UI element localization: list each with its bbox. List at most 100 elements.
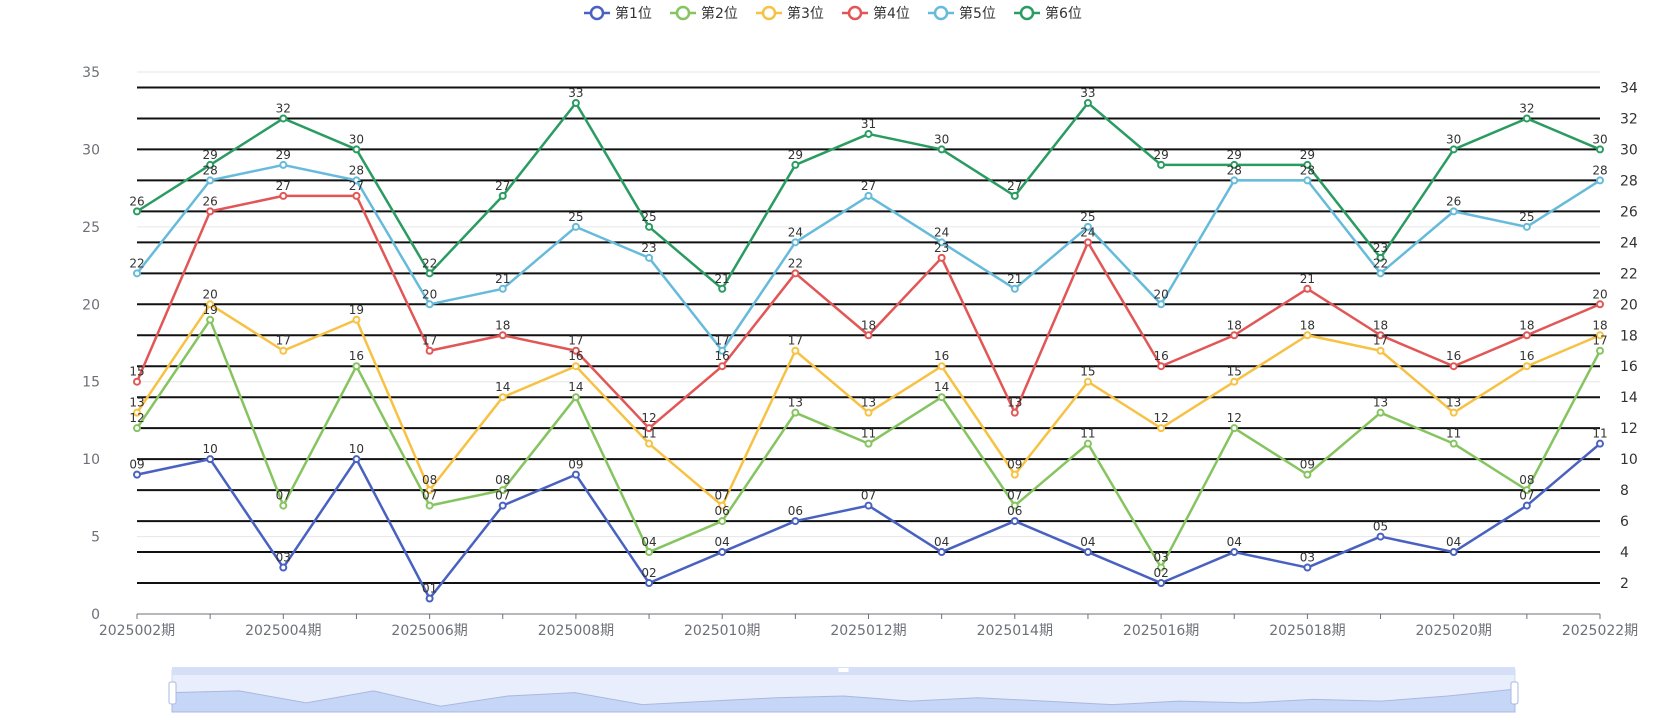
data-point[interactable] bbox=[1596, 300, 1604, 309]
data-point[interactable] bbox=[352, 191, 361, 200]
data-point[interactable] bbox=[1303, 470, 1312, 479]
data-point[interactable] bbox=[571, 346, 580, 355]
data-point[interactable] bbox=[279, 191, 288, 200]
data-point[interactable] bbox=[864, 408, 873, 417]
legend-item[interactable]: 第2位 bbox=[670, 5, 738, 22]
data-point[interactable] bbox=[571, 98, 580, 107]
data-point[interactable] bbox=[133, 377, 141, 386]
data-point[interactable] bbox=[1449, 362, 1458, 371]
data-point[interactable] bbox=[1303, 160, 1312, 169]
data-point[interactable] bbox=[864, 129, 873, 138]
data-point[interactable] bbox=[206, 300, 215, 309]
data-point[interactable] bbox=[1303, 176, 1312, 185]
data-point[interactable] bbox=[1522, 114, 1531, 123]
data-point[interactable] bbox=[937, 253, 946, 262]
data-point[interactable] bbox=[279, 501, 288, 510]
data-point[interactable] bbox=[425, 486, 434, 495]
data-point[interactable] bbox=[279, 160, 288, 169]
legend-item[interactable]: 第3位 bbox=[756, 5, 824, 22]
data-point[interactable] bbox=[1522, 331, 1531, 340]
data-point[interactable] bbox=[1083, 548, 1092, 557]
data-point[interactable] bbox=[133, 269, 141, 278]
data-point[interactable] bbox=[1230, 548, 1239, 557]
data-point[interactable] bbox=[498, 393, 507, 402]
data-point[interactable] bbox=[1010, 191, 1019, 200]
data-point[interactable] bbox=[206, 455, 215, 464]
data-point[interactable] bbox=[718, 284, 727, 293]
data-point[interactable] bbox=[571, 393, 580, 402]
data-point[interactable] bbox=[498, 501, 507, 510]
data-point[interactable] bbox=[718, 501, 727, 510]
data-point[interactable] bbox=[1376, 408, 1385, 417]
data-point[interactable] bbox=[1230, 176, 1239, 185]
legend-item[interactable]: 第5位 bbox=[928, 5, 996, 22]
data-point[interactable] bbox=[718, 362, 727, 371]
data-point[interactable] bbox=[425, 346, 434, 355]
data-point[interactable] bbox=[206, 207, 215, 216]
data-point[interactable] bbox=[498, 486, 507, 495]
data-point[interactable] bbox=[498, 331, 507, 340]
data-point[interactable] bbox=[645, 253, 654, 262]
data-point[interactable] bbox=[1449, 439, 1458, 448]
data-point[interactable] bbox=[645, 579, 654, 588]
data-point[interactable] bbox=[718, 346, 727, 355]
data-point[interactable] bbox=[279, 346, 288, 355]
legend-item[interactable]: 第1位 bbox=[584, 5, 652, 22]
data-point[interactable] bbox=[645, 424, 654, 433]
data-point[interactable] bbox=[1449, 145, 1458, 154]
data-point[interactable] bbox=[1157, 424, 1166, 433]
data-point[interactable] bbox=[1449, 408, 1458, 417]
data-point[interactable] bbox=[1157, 563, 1166, 572]
data-point[interactable] bbox=[1230, 331, 1239, 340]
data-point[interactable] bbox=[1157, 579, 1166, 588]
data-point[interactable] bbox=[571, 362, 580, 371]
data-point[interactable] bbox=[1083, 377, 1092, 386]
data-point[interactable] bbox=[864, 191, 873, 200]
data-point[interactable] bbox=[937, 393, 946, 402]
data-point[interactable] bbox=[1230, 424, 1239, 433]
data-point[interactable] bbox=[352, 145, 361, 154]
data-point[interactable] bbox=[352, 455, 361, 464]
data-point[interactable] bbox=[1522, 486, 1531, 495]
data-point[interactable] bbox=[498, 284, 507, 293]
data-point[interactable] bbox=[1522, 222, 1531, 231]
data-point[interactable] bbox=[937, 362, 946, 371]
data-point[interactable] bbox=[937, 238, 946, 247]
data-point[interactable] bbox=[791, 517, 800, 526]
data-point[interactable] bbox=[133, 470, 141, 479]
data-point[interactable] bbox=[1010, 470, 1019, 479]
data-point[interactable] bbox=[864, 501, 873, 510]
zoom-right-handle[interactable] bbox=[1510, 681, 1519, 705]
data-point[interactable] bbox=[864, 439, 873, 448]
legend-item[interactable]: 第6位 bbox=[1014, 5, 1082, 22]
data-point[interactable] bbox=[352, 176, 361, 185]
data-point[interactable] bbox=[1596, 145, 1604, 154]
data-point[interactable] bbox=[279, 563, 288, 572]
data-point[interactable] bbox=[1449, 548, 1458, 557]
data-point[interactable] bbox=[425, 594, 434, 603]
data-point[interactable] bbox=[352, 362, 361, 371]
data-zoom-slider[interactable] bbox=[168, 667, 1519, 713]
data-point[interactable] bbox=[791, 238, 800, 247]
data-point[interactable] bbox=[1230, 160, 1239, 169]
data-point[interactable] bbox=[864, 331, 873, 340]
data-point[interactable] bbox=[1376, 269, 1385, 278]
data-point[interactable] bbox=[279, 114, 288, 123]
data-point[interactable] bbox=[1449, 207, 1458, 216]
data-point[interactable] bbox=[1376, 346, 1385, 355]
data-point[interactable] bbox=[791, 160, 800, 169]
data-point[interactable] bbox=[1157, 300, 1166, 309]
legend[interactable]: 第1位 第2位 第3位 第4位 第5位 第6位 bbox=[584, 5, 1082, 22]
data-point[interactable] bbox=[1010, 501, 1019, 510]
data-point[interactable] bbox=[206, 315, 215, 324]
data-point[interactable] bbox=[718, 548, 727, 557]
data-point[interactable] bbox=[206, 176, 215, 185]
data-point[interactable] bbox=[425, 269, 434, 278]
data-point[interactable] bbox=[1157, 362, 1166, 371]
data-point[interactable] bbox=[791, 346, 800, 355]
data-point[interactable] bbox=[133, 424, 141, 433]
data-point[interactable] bbox=[937, 145, 946, 154]
data-point[interactable] bbox=[791, 269, 800, 278]
data-point[interactable] bbox=[571, 222, 580, 231]
data-point[interactable] bbox=[937, 548, 946, 557]
